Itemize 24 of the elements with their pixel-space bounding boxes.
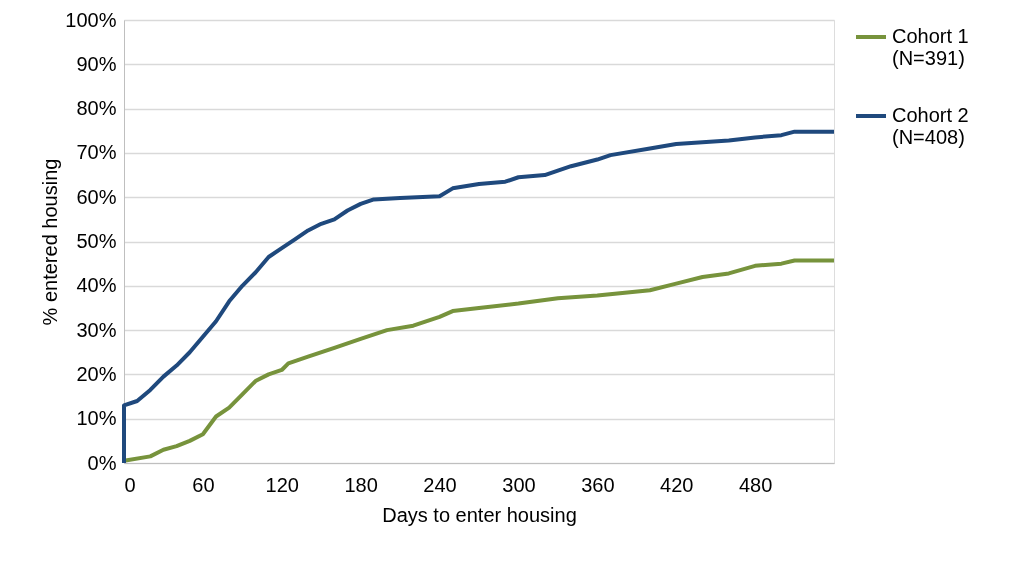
y-tick-label: 50% (76, 230, 117, 252)
y-tick-label: 80% (76, 97, 117, 120)
x-tick-label: 240 (423, 473, 457, 496)
x-tick-label: 180 (344, 473, 378, 496)
y-tick-label: 40% (76, 274, 117, 297)
x-tick-label: 480 (738, 473, 773, 496)
y-tick-label: 90% (76, 52, 117, 75)
legend-label: Cohort 1 (N=391) (892, 25, 969, 69)
x-tick-label: 120 (265, 473, 299, 496)
y-tick-label: 70% (76, 141, 117, 164)
y-tick-label: 60% (76, 185, 117, 208)
x-tick-label: 300 (502, 473, 536, 496)
y-tick-label: 30% (76, 318, 117, 341)
x-tick-label: 420 (660, 473, 694, 496)
x-tick-label: 360 (581, 473, 615, 496)
y-tick-label: 20% (76, 362, 117, 385)
x-tick-label: 60 (192, 473, 215, 496)
legend-label: Cohort 2 (N=408) (892, 104, 969, 148)
y-axis-title: % entered housing (39, 158, 62, 326)
x-axis-title: Days to enter housing (382, 503, 577, 526)
y-tick-label: 0% (87, 451, 117, 474)
y-tick-label: 100% (65, 8, 117, 31)
x-tick-label: 0 (124, 473, 136, 496)
y-tick-label: 10% (76, 407, 117, 430)
